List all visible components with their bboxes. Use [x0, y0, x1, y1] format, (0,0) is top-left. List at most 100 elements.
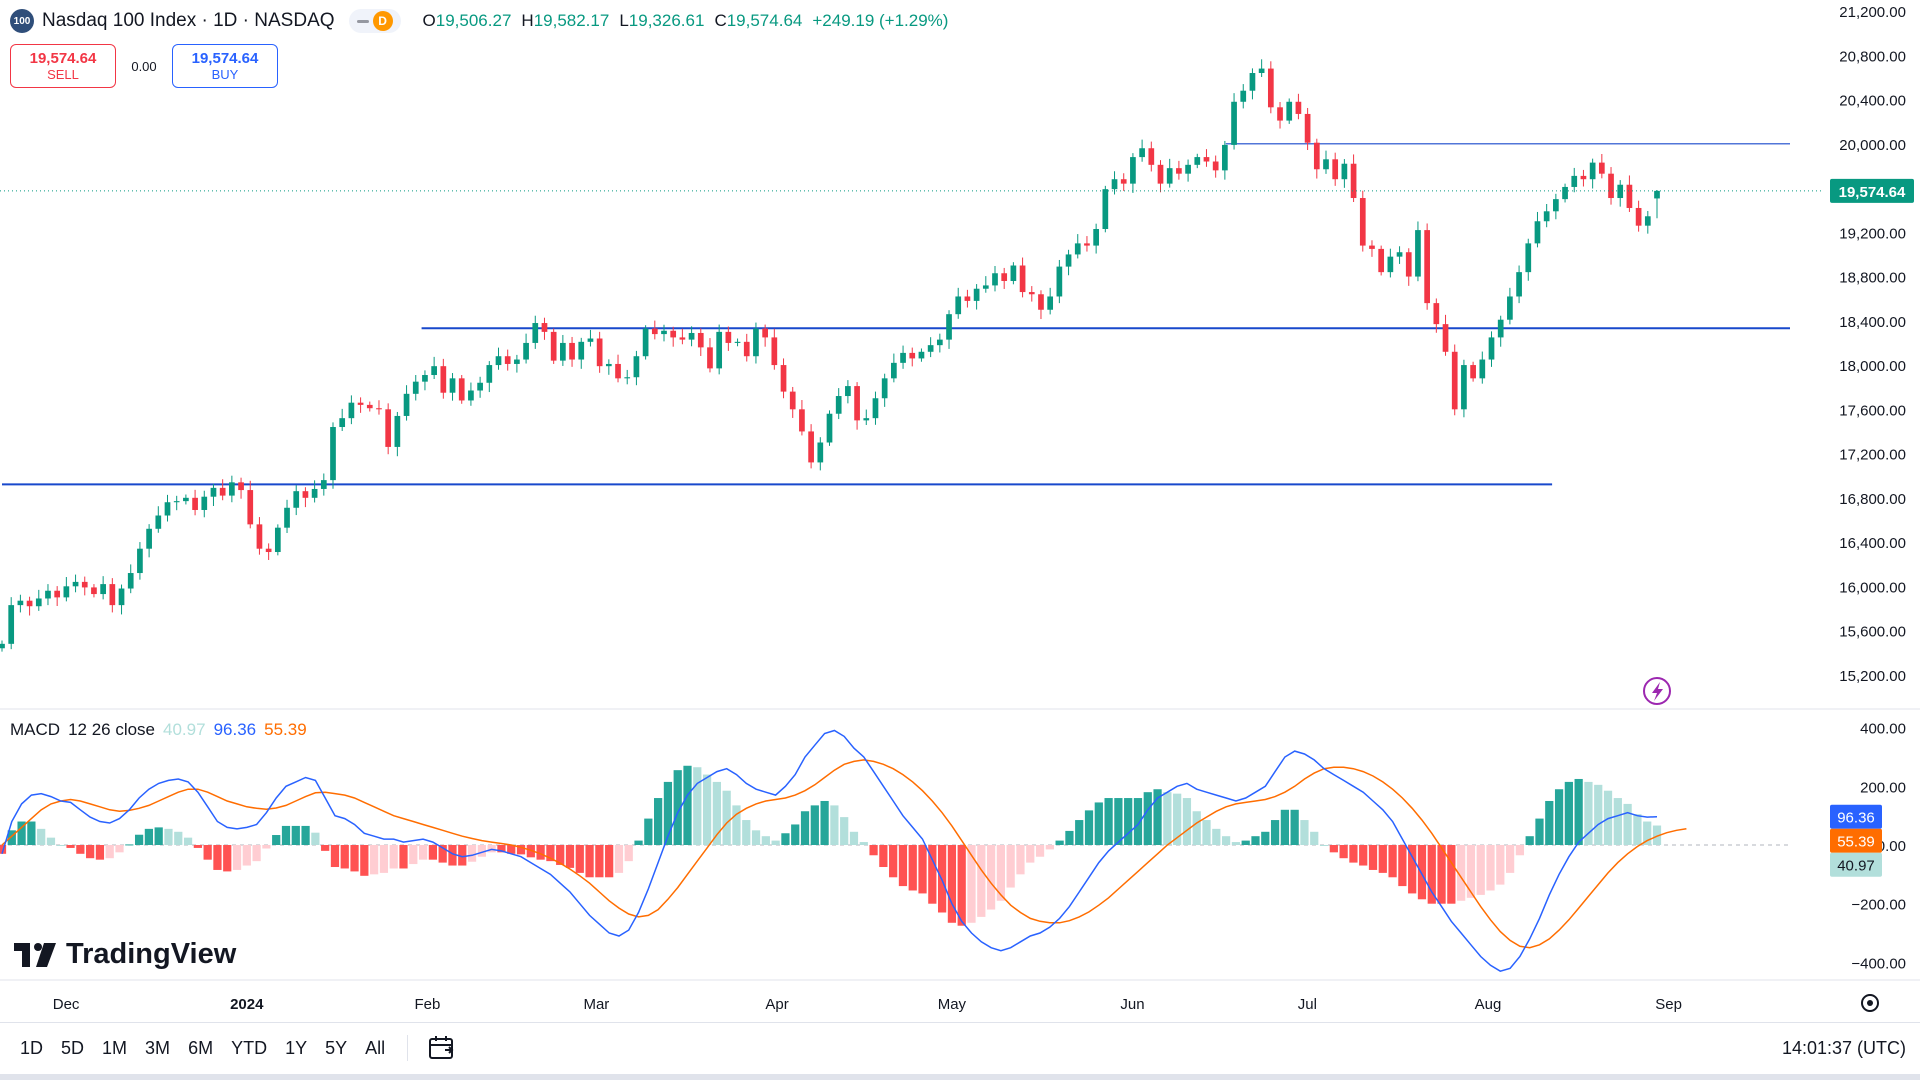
candle [127, 564, 134, 594]
range-all[interactable]: All [365, 1037, 386, 1058]
candle-body [1369, 245, 1375, 249]
candle [293, 485, 300, 516]
price-tick-label: 16,400.00 [1839, 535, 1906, 552]
calendar-goto-icon[interactable] [428, 1035, 456, 1061]
candle-body [357, 402, 364, 405]
macd-hist-bar [1016, 845, 1025, 875]
macd-hist-bar [1368, 845, 1378, 870]
candle-body [799, 409, 805, 432]
candle-body [468, 390, 474, 401]
symbol-title[interactable]: Nasdaq 100 Index · 1D · NASDAQ [42, 10, 335, 31]
candle [219, 479, 226, 501]
candle [541, 317, 548, 340]
candle [1369, 240, 1375, 257]
candle [835, 388, 842, 420]
range-1m[interactable]: 1M [102, 1037, 128, 1058]
macd-hist-bar [115, 845, 124, 853]
macd-hist-bar [1153, 789, 1162, 845]
range-ytd[interactable]: YTD [231, 1037, 268, 1058]
candle-body [679, 337, 686, 340]
candle-body [1001, 273, 1008, 281]
range-5d[interactable]: 5D [61, 1037, 85, 1058]
candle-body [973, 288, 980, 301]
candle-body [1093, 228, 1099, 246]
symbol-logo-icon[interactable]: 100 [10, 9, 34, 33]
visibility-toggle[interactable]: D [348, 9, 401, 33]
macd-value-tag: 96.36 [1830, 804, 1882, 829]
trade-panel: 19,574.64 SELL 0.00 19,574.64 BUY [10, 44, 278, 88]
candle [91, 584, 97, 598]
candle [1424, 223, 1430, 310]
macd-hist-bar [614, 845, 624, 873]
macd-hist-bar [1584, 781, 1593, 845]
range-1d[interactable]: 1D [20, 1037, 44, 1058]
candle [366, 401, 373, 412]
time-tick-label: Aug [1475, 996, 1502, 1013]
symbol-legend: 100 Nasdaq 100 Index · 1D · NASDAQ D O19… [10, 8, 948, 34]
range-1y[interactable]: 1Y [285, 1037, 308, 1058]
candle [578, 337, 585, 369]
candle [1313, 138, 1320, 179]
price-tick-label: 19,200.00 [1839, 225, 1906, 242]
macd-hist-bar [1006, 845, 1015, 888]
value-tag-label: 40.97 [1837, 858, 1875, 875]
candle-body [293, 491, 300, 508]
candle [1598, 153, 1605, 179]
macd-hist-bar [340, 845, 349, 869]
candle-body [1139, 148, 1145, 158]
range-6m[interactable]: 6M [188, 1037, 214, 1058]
macd-hist-bar [213, 845, 222, 870]
macd-hist-bar [977, 845, 986, 917]
macd-hist-bar [428, 845, 438, 860]
candle-body [1626, 184, 1633, 208]
macd-hist-bar [1388, 845, 1397, 878]
macd-hist-bar [1221, 836, 1231, 845]
macd-hist-bar [1173, 793, 1182, 845]
macd-hist-bar [546, 845, 555, 862]
price-tick-label: 17,600.00 [1839, 402, 1906, 419]
candle [1405, 248, 1412, 286]
price-tick-label: 20,400.00 [1839, 93, 1906, 110]
candle-body [440, 366, 447, 393]
range-3m[interactable]: 3M [145, 1037, 171, 1058]
candle [642, 325, 649, 360]
macd-legend[interactable]: MACD 12 26 close 40.97 96.36 55.39 [10, 720, 307, 740]
candle [973, 284, 980, 310]
buy-button[interactable]: 19,574.64 BUY [172, 44, 278, 88]
macd-hist-bar [1476, 845, 1485, 895]
candle [192, 489, 198, 516]
macd-hist-bar [1202, 820, 1211, 845]
candle [256, 517, 263, 555]
candle [1396, 246, 1403, 264]
macd-hist-bar [810, 805, 819, 845]
candle-body [339, 418, 346, 428]
macd-hist-bar [125, 844, 134, 846]
macd-hist-bar [497, 845, 506, 853]
range-5y[interactable]: 5Y [325, 1037, 348, 1058]
candle [1626, 175, 1633, 212]
macd-hist-bar [516, 845, 526, 855]
candle [1644, 210, 1651, 234]
candle [955, 287, 962, 319]
macd-hist-bar [791, 824, 800, 845]
candle [1166, 158, 1173, 188]
candle-body [412, 381, 419, 394]
macd-hist-bar [1554, 789, 1564, 845]
candle [247, 480, 254, 529]
chart-settings-gear-icon[interactable] [1861, 994, 1879, 1012]
tradingview-logo[interactable]: TradingView [14, 938, 236, 971]
candle-body [486, 365, 493, 383]
macd-hist-bar [27, 821, 36, 845]
macd-hist-bar [1114, 798, 1123, 845]
macd-hist-bar [477, 845, 486, 857]
time-tick-label: Feb [414, 996, 440, 1013]
candle [385, 403, 392, 455]
price-tick-label: 15,200.00 [1839, 668, 1906, 685]
candle [54, 586, 61, 607]
sell-button[interactable]: 19,574.64 SELL [10, 44, 116, 88]
candle-body [936, 339, 943, 346]
utc-clock[interactable]: 14:01:37 (UTC) [1781, 1037, 1906, 1058]
macd-hist-bar [1163, 792, 1172, 845]
